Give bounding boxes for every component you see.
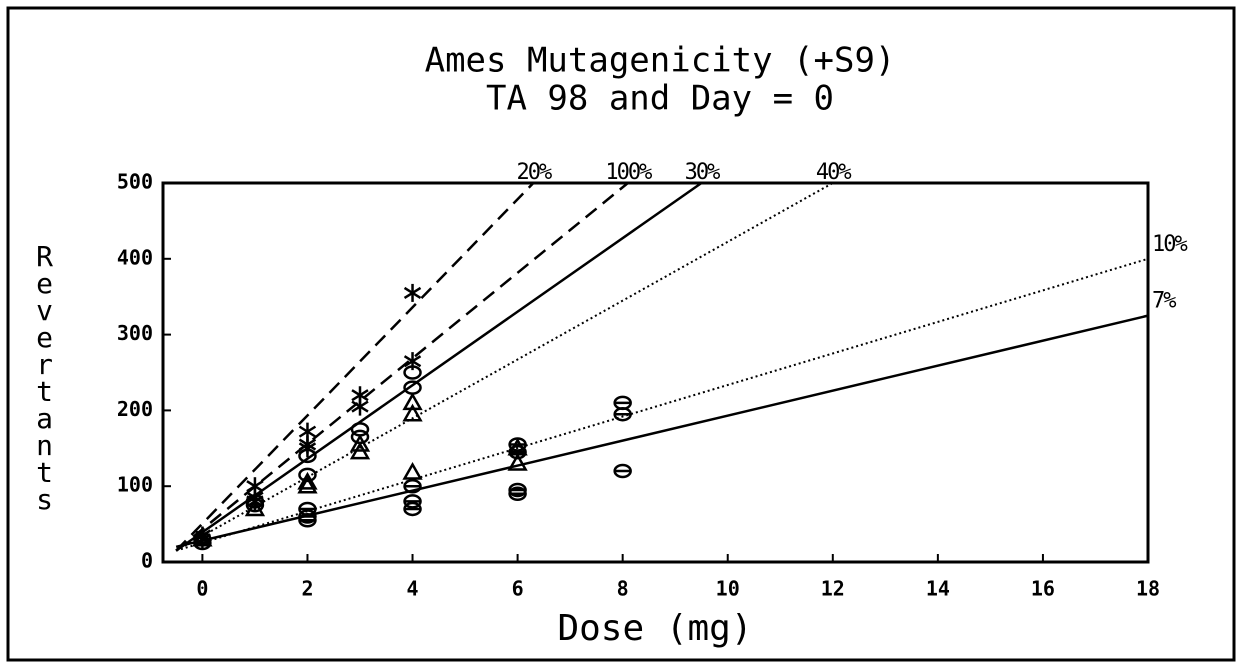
marker-stroke bbox=[298, 438, 317, 451]
marker-stroke bbox=[403, 355, 422, 368]
marker-triangle bbox=[402, 403, 423, 422]
data-point bbox=[402, 403, 423, 422]
marker-triangle bbox=[297, 475, 318, 494]
data-point bbox=[298, 467, 317, 483]
line-label: 10% bbox=[1152, 232, 1187, 257]
marker-triangle bbox=[507, 452, 528, 471]
marker-triangle bbox=[349, 433, 371, 452]
fit-line bbox=[175, 182, 629, 552]
y-tick-label: 500 bbox=[117, 170, 153, 194]
marker-circle bbox=[403, 365, 422, 380]
data-point bbox=[402, 392, 423, 411]
fit-line bbox=[175, 182, 834, 552]
data-point bbox=[298, 448, 317, 464]
data-point bbox=[403, 478, 422, 494]
marker-triangle bbox=[402, 392, 423, 411]
frame bbox=[6, 6, 1236, 662]
fit-line bbox=[175, 314, 1149, 549]
marker-circle bbox=[245, 494, 265, 509]
data-point bbox=[298, 513, 317, 528]
plot-area bbox=[161, 181, 1150, 564]
x-tick-label: 14 bbox=[926, 577, 950, 601]
data-point bbox=[508, 444, 527, 460]
data-point bbox=[193, 535, 212, 551]
line-label: 30% bbox=[685, 160, 720, 185]
marker-stroke bbox=[246, 480, 264, 493]
data-point bbox=[349, 441, 371, 460]
data-point bbox=[403, 494, 422, 509]
y-axis-label: Revertants bbox=[28, 240, 61, 510]
data-point bbox=[244, 498, 266, 517]
y-tick-label: 100 bbox=[117, 473, 153, 497]
line-label: 20% bbox=[516, 160, 551, 185]
line-label: 40% bbox=[816, 160, 851, 185]
data-point bbox=[403, 501, 422, 517]
marker-stroke bbox=[351, 400, 369, 413]
y-tick-label: 300 bbox=[117, 321, 153, 345]
marker-triangle bbox=[244, 498, 266, 517]
x-tick-label: 2 bbox=[301, 577, 313, 601]
data-point bbox=[403, 365, 422, 380]
marker-triangle bbox=[402, 462, 423, 480]
fit-line bbox=[175, 181, 703, 552]
marker-triangle bbox=[349, 441, 371, 460]
marker-stroke bbox=[403, 286, 422, 299]
marker-circle bbox=[298, 448, 317, 464]
y-tick-label: 400 bbox=[117, 245, 153, 269]
marker-circle bbox=[298, 467, 317, 483]
x-tick-label: 0 bbox=[196, 577, 208, 601]
data-point bbox=[351, 397, 369, 416]
x-tick-label: 6 bbox=[512, 577, 524, 601]
data-point bbox=[613, 406, 632, 422]
y-tick-label: 200 bbox=[117, 397, 153, 421]
x-tick-label: 12 bbox=[821, 577, 845, 601]
data-point bbox=[349, 433, 371, 452]
x-axis-label: Dose (mg) bbox=[557, 608, 752, 649]
y-tick-label: 0 bbox=[141, 549, 153, 573]
line-label: 7% bbox=[1152, 289, 1176, 314]
data-point bbox=[613, 463, 632, 479]
data-point bbox=[507, 452, 528, 471]
data-point bbox=[508, 437, 527, 452]
x-tick-label: 18 bbox=[1136, 577, 1160, 601]
x-tick-label: 10 bbox=[716, 577, 740, 601]
chart-title: Ames Mutagenicity (+S9) bbox=[425, 41, 896, 81]
marker-triangle bbox=[297, 471, 318, 490]
data-point bbox=[402, 462, 423, 480]
marker-stroke bbox=[298, 425, 317, 438]
data-point bbox=[245, 494, 265, 509]
data-point bbox=[508, 486, 527, 502]
x-tick-label: 16 bbox=[1031, 577, 1055, 601]
data-point bbox=[297, 475, 318, 494]
x-tick-label: 4 bbox=[407, 577, 419, 601]
line-label: 100% bbox=[605, 160, 652, 185]
fit-line bbox=[175, 182, 535, 552]
fit-line bbox=[175, 257, 1149, 552]
data-point bbox=[297, 471, 318, 490]
marker-stroke bbox=[351, 389, 369, 402]
x-tick-label: 8 bbox=[617, 577, 629, 601]
data-point bbox=[403, 283, 422, 302]
chart-subtitle: TA 98 and Day = 0 bbox=[486, 79, 834, 119]
